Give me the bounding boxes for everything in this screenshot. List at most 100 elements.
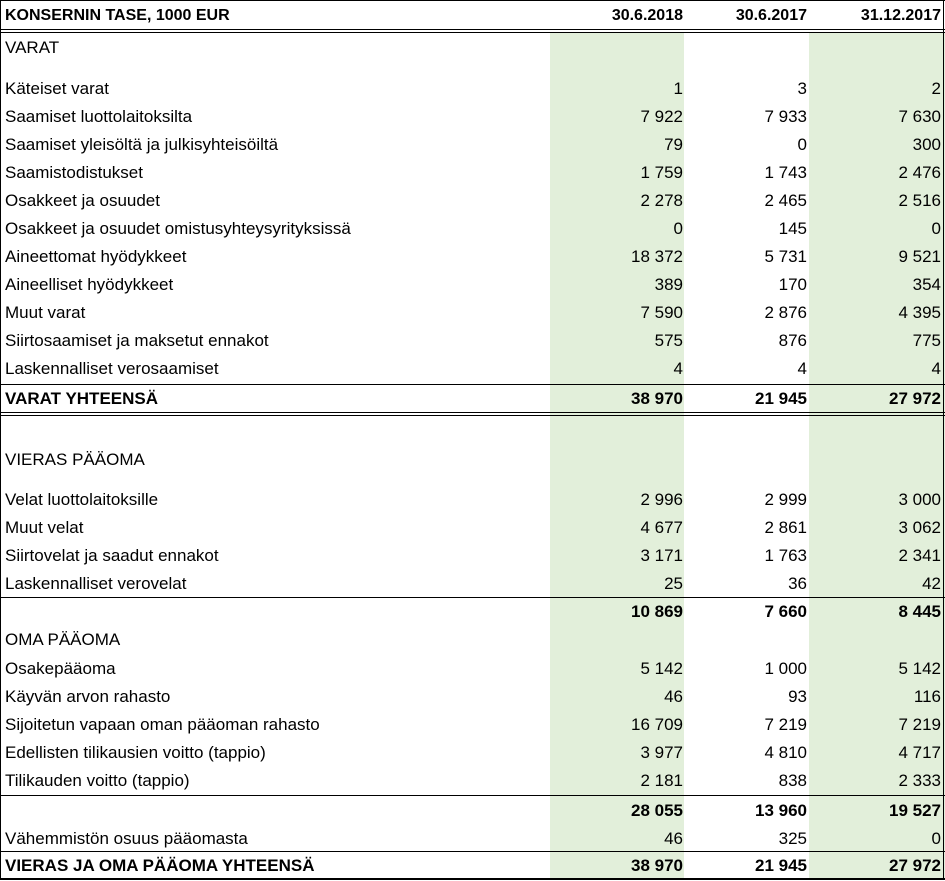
row-value-2: 838	[778, 771, 807, 790]
row-label: Velat luottolaitoksille	[5, 490, 159, 509]
row-value-2: 2 876	[764, 303, 807, 322]
row-value-1: 38 970	[631, 389, 683, 408]
row-value-3: 300	[912, 135, 941, 154]
row-value-2: 2 861	[764, 518, 807, 537]
row-value-3: 9 521	[898, 247, 941, 266]
row-label: Vähemmistön osuus pääomasta	[5, 829, 248, 848]
row-value-2: 1 000	[764, 659, 807, 678]
row-value-3: 2 476	[898, 163, 941, 182]
row-value-2: 21 945	[755, 856, 807, 875]
row-value-1: 1 759	[640, 163, 683, 182]
row-label: Käteiset varat	[5, 79, 109, 98]
row-value-3: 2 341	[898, 546, 941, 565]
row-value-2: 21 945	[755, 389, 807, 408]
row-value-1: 575	[654, 331, 683, 350]
row-label: VIERAS JA OMA PÄÄOMA YHTEENSÄ	[5, 856, 315, 875]
row-label: Tilikauden voitto (tappio)	[5, 771, 190, 790]
row-value-2: 4 810	[764, 743, 807, 762]
row-value-3: 4 395	[898, 303, 941, 322]
row-label: Saamistodistukset	[5, 163, 143, 182]
row-label: Osakkeet ja osuudet	[5, 191, 160, 210]
grand-total-rule	[0, 851, 945, 852]
row-value-3: 42	[922, 574, 941, 593]
row-value-3: 19 527	[889, 801, 941, 820]
row-value-2: 325	[778, 829, 807, 848]
row-label: Aineelliset hyödykkeet	[5, 275, 174, 294]
row-value-2: 1 743	[764, 163, 807, 182]
row-value-2: 2 999	[764, 490, 807, 509]
varat-total-rule-1	[0, 412, 945, 413]
header-rule-2	[0, 32, 945, 33]
row-label: VARAT YHTEENSÄ	[5, 389, 159, 408]
vieras-subtotal-rule	[0, 597, 945, 598]
row-value-1: 10 869	[631, 602, 683, 621]
row-value-1: 3 171	[640, 546, 683, 565]
row-value-3: 7 219	[898, 715, 941, 734]
row-label: Muut varat	[5, 303, 86, 322]
row-value-1: 25	[664, 574, 683, 593]
row-value-3: 5 142	[898, 659, 941, 678]
row-value-3: 0	[931, 219, 941, 238]
row-value-3: 27 972	[889, 856, 941, 875]
row-value-2: 145	[778, 219, 807, 238]
row-label: Muut velat	[5, 518, 84, 537]
row-value-3: 0	[931, 829, 941, 848]
row-value-1: 7 922	[640, 107, 683, 126]
row-label: Osakepääoma	[5, 659, 116, 678]
right-border	[943, 0, 944, 880]
bottom-border	[0, 878, 945, 880]
row-label: Käyvän arvon rahasto	[5, 687, 171, 706]
row-value-3: 8 445	[898, 602, 941, 621]
row-value-2: 36	[788, 574, 807, 593]
row-value-2: 5 731	[764, 247, 807, 266]
column-header-2: 30.6.2017	[735, 7, 807, 24]
row-value-1: 18 372	[631, 247, 683, 266]
table-title: KONSERNIN TASE, 1000 EUR	[5, 7, 230, 24]
row-value-2: 4	[797, 359, 807, 378]
row-value-2: 876	[778, 331, 807, 350]
row-value-1: 1	[673, 79, 683, 98]
left-border	[0, 0, 1, 880]
row-value-3: 2 516	[898, 191, 941, 210]
row-value-3: 354	[912, 275, 941, 294]
varat-total-rule-2	[0, 415, 945, 416]
row-value-1: 28 055	[631, 801, 683, 820]
row-value-2: 1 763	[764, 546, 807, 565]
row-label: OMA PÄÄOMA	[5, 630, 121, 649]
row-value-1: 7 590	[640, 303, 683, 322]
row-value-2: 93	[788, 687, 807, 706]
row-value-3: 3 000	[898, 490, 941, 509]
row-value-3: 3 062	[898, 518, 941, 537]
row-value-1: 46	[664, 687, 683, 706]
row-label: Osakkeet ja osuudet omistusyhteysyrityks…	[5, 219, 351, 238]
row-value-3: 4 717	[898, 743, 941, 762]
row-value-3: 7 630	[898, 107, 941, 126]
column-shade-2018	[550, 33, 684, 879]
column-shade-dec-2017	[809, 33, 945, 879]
row-label: VIERAS PÄÄOMA	[5, 450, 145, 469]
row-value-2: 3	[797, 79, 807, 98]
row-value-1: 389	[654, 275, 683, 294]
row-value-3: 2 333	[898, 771, 941, 790]
row-label: Aineettomat hyödykkeet	[5, 247, 187, 266]
row-value-1: 38 970	[631, 856, 683, 875]
row-label: Laskennalliset verovelat	[5, 574, 187, 593]
row-label: VARAT	[5, 38, 60, 57]
row-label: Saamiset yleisöltä ja julkisyhteisöiltä	[5, 135, 279, 154]
row-value-3: 775	[912, 331, 941, 350]
row-value-2: 170	[778, 275, 807, 294]
row-value-1: 3 977	[640, 743, 683, 762]
row-value-3: 4	[931, 359, 941, 378]
row-value-2: 0	[797, 135, 807, 154]
row-value-2: 2 465	[764, 191, 807, 210]
row-value-1: 4 677	[640, 518, 683, 537]
top-border	[0, 0, 945, 1]
row-value-1: 46	[664, 829, 683, 848]
row-label: Saamiset luottolaitoksilta	[5, 107, 193, 126]
row-value-1: 0	[673, 219, 683, 238]
column-header-3: 31.12.2017	[860, 7, 941, 24]
header-rule-1	[0, 29, 945, 30]
row-value-2: 7 219	[764, 715, 807, 734]
row-value-1: 2 181	[640, 771, 683, 790]
